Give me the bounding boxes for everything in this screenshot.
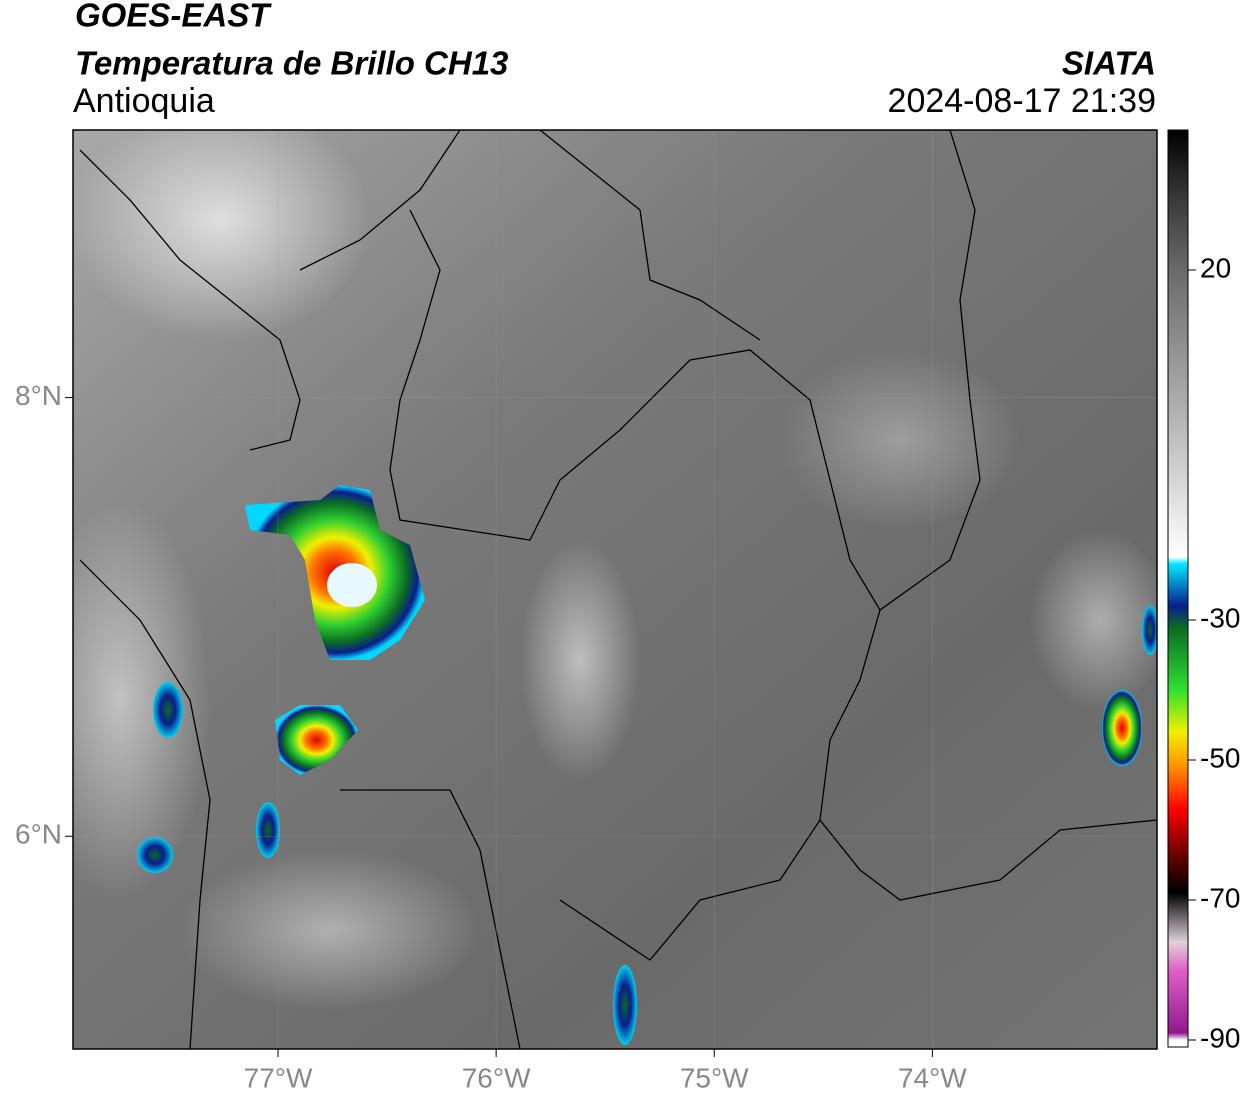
timestamp: 2024-08-17 21:39 [888,82,1156,120]
colorbar-tick-label: -90 [1200,1022,1240,1053]
x-tick-label: 77°W [244,1062,313,1093]
colorbar-tick-label: -50 [1200,742,1240,773]
x-tick-label: 76°W [462,1062,531,1093]
colorbar-tick-label: -30 [1200,602,1240,633]
title: GOES-EAST [75,0,272,34]
y-tick-label: 8°N [15,380,62,411]
map-frame [72,129,1158,1050]
colorbar [1167,129,1189,1048]
map-image [73,130,1157,1049]
colorbar-tick-label: 20 [1200,252,1231,283]
subtitle: Temperatura de Brillo CH13 [75,45,508,82]
x-tick-label: 74°W [898,1062,967,1093]
source: SIATA [1062,45,1156,82]
y-tick-label: 6°N [15,819,62,850]
colorbar-tick-label: -70 [1200,882,1240,913]
x-tick-label: 75°W [680,1062,749,1093]
region: Antioquia [73,82,215,120]
map-grid [65,130,1157,1057]
